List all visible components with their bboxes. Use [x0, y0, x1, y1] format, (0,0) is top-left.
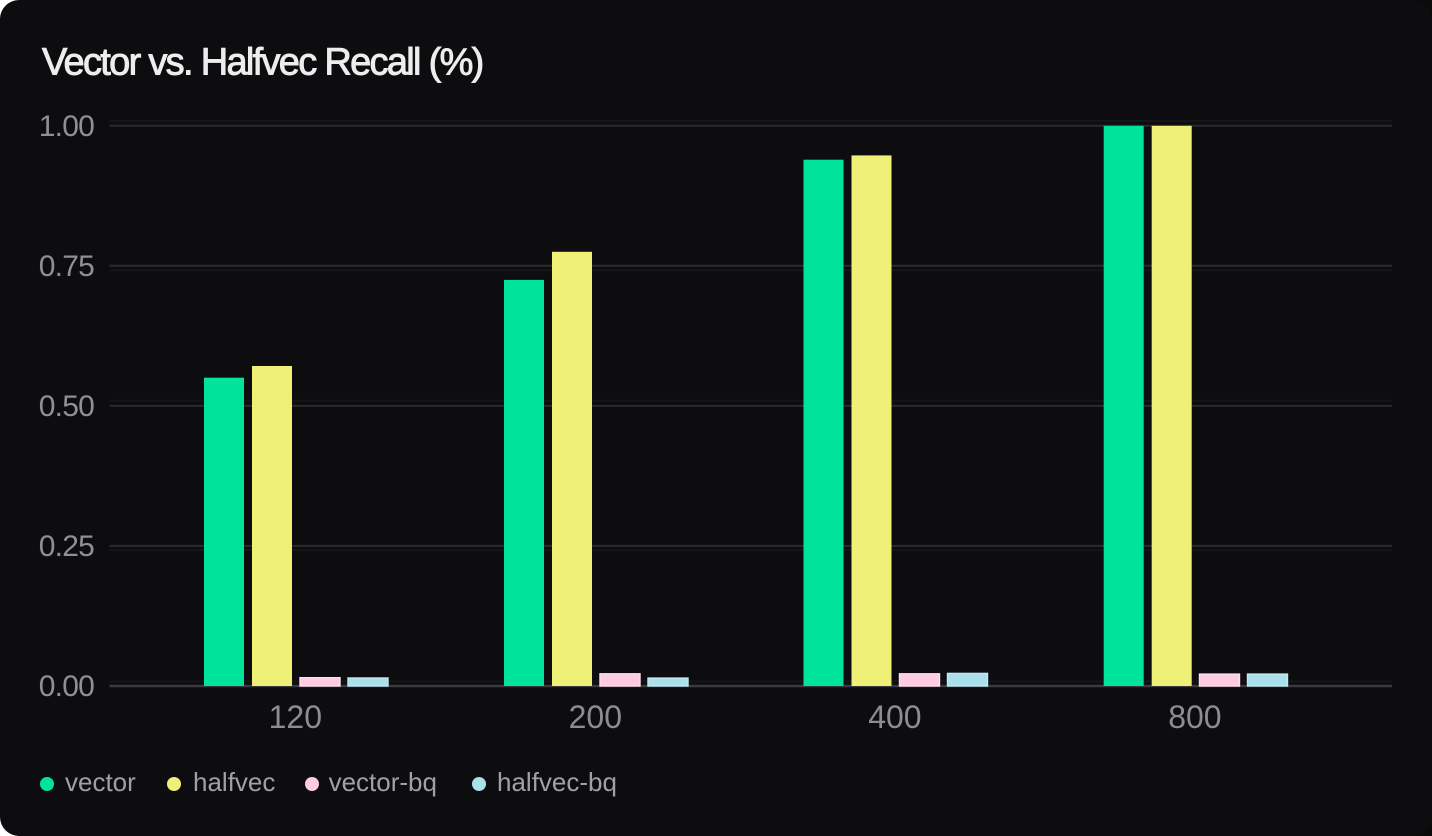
svg-text:0.25: 0.25: [39, 530, 94, 563]
svg-text:0.00: 0.00: [39, 670, 94, 703]
svg-text:0.50: 0.50: [39, 390, 94, 423]
svg-text:vector-bq: vector-bq: [329, 767, 437, 797]
svg-text:vector: vector: [65, 767, 136, 797]
svg-text:halfvec: halfvec: [193, 767, 275, 797]
svg-text:Vector vs. Halfvec Recall (%): Vector vs. Halfvec Recall (%): [42, 41, 483, 83]
svg-text:120: 120: [269, 699, 322, 735]
svg-text:400: 400: [868, 699, 921, 735]
svg-text:800: 800: [1168, 699, 1221, 735]
svg-text:halfvec-bq: halfvec-bq: [497, 767, 617, 797]
svg-text:1.00: 1.00: [39, 110, 94, 143]
svg-text:200: 200: [569, 699, 622, 735]
svg-text:0.75: 0.75: [39, 250, 94, 283]
